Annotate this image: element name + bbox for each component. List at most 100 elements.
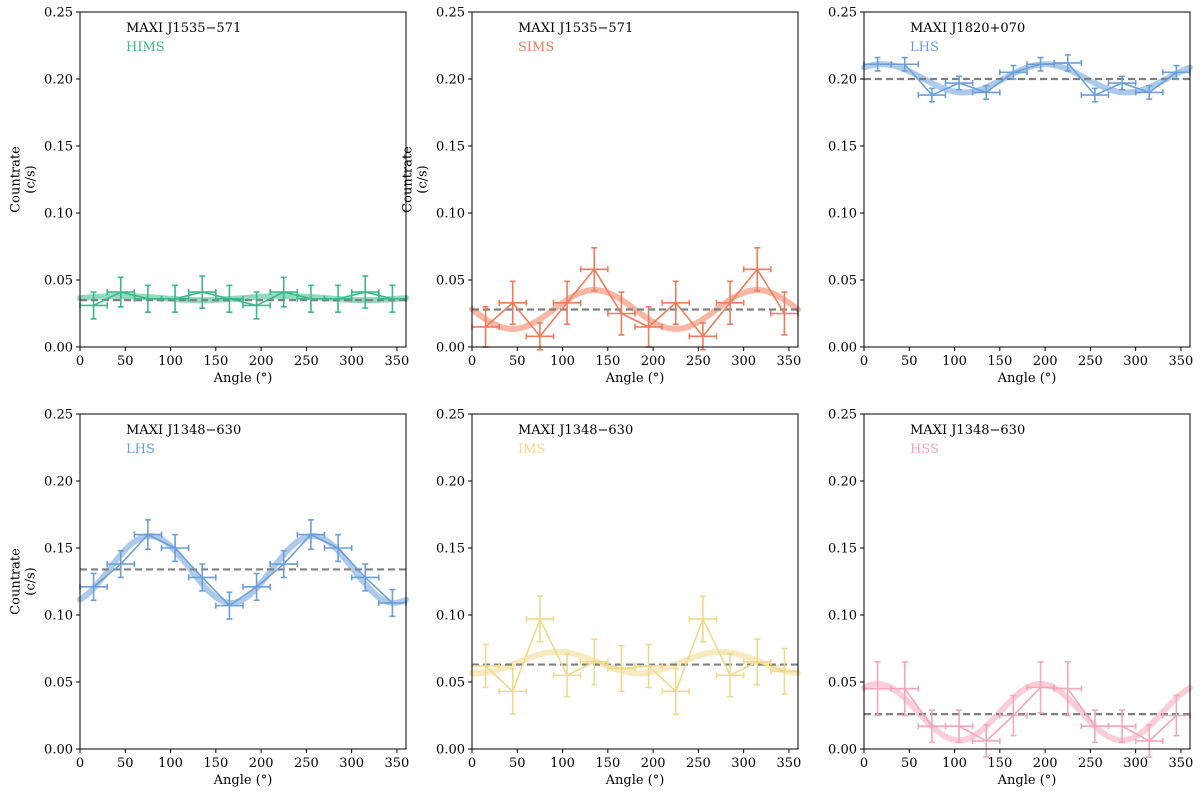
y-tick-label: 0.10 bbox=[44, 609, 73, 624]
y-tick-label: 0.15 bbox=[436, 140, 465, 155]
axes-frame bbox=[471, 11, 799, 348]
data-point bbox=[607, 645, 636, 693]
x-axis-label: Angle (°) bbox=[213, 371, 273, 386]
data-point bbox=[160, 284, 190, 313]
x-tick-label: 300 bbox=[339, 354, 364, 369]
source-label: MAXI J1348−630 bbox=[910, 423, 1025, 438]
data-point bbox=[1053, 54, 1083, 72]
x-tick-label: 250 bbox=[686, 756, 711, 771]
x-tick-label: 250 bbox=[686, 354, 711, 369]
data-point bbox=[160, 533, 190, 563]
data-point bbox=[715, 280, 745, 326]
x-tick-label: 0 bbox=[76, 354, 84, 369]
data-point bbox=[917, 709, 947, 744]
data-point bbox=[1162, 694, 1191, 737]
x-tick-label: 100 bbox=[158, 756, 183, 771]
x-tick-label: 300 bbox=[731, 354, 756, 369]
data-point bbox=[971, 724, 1001, 758]
y-tick-label: 0.15 bbox=[828, 140, 857, 155]
data-point bbox=[378, 588, 407, 618]
data-point bbox=[688, 322, 718, 351]
y-tick-label: 0.10 bbox=[436, 609, 465, 624]
x-tick-label: 300 bbox=[731, 756, 756, 771]
data-point bbox=[269, 276, 299, 308]
axes-frame bbox=[471, 413, 799, 750]
panel-5: 0 50 100 150 200 250 300 350 0.00 0.05 0.10 0.15 0.2… bbox=[436, 408, 801, 789]
x-tick-label: 150 bbox=[987, 756, 1012, 771]
x-tick-label: 200 bbox=[641, 756, 666, 771]
x-axis-label: Angle (°) bbox=[213, 773, 273, 788]
y-tick-label: 0.25 bbox=[828, 6, 857, 21]
x-tick-label: 350 bbox=[385, 756, 410, 771]
x-tick-label: 50 bbox=[117, 756, 134, 771]
data-point bbox=[999, 694, 1028, 737]
x-tick-label: 50 bbox=[509, 756, 526, 771]
x-tick-label: 50 bbox=[901, 354, 918, 369]
x-tick-label: 50 bbox=[901, 756, 918, 771]
axes-frame bbox=[863, 413, 1191, 750]
data-point bbox=[770, 647, 799, 695]
data-point bbox=[661, 280, 691, 326]
x-tick-label: 300 bbox=[339, 756, 364, 771]
data-point bbox=[1053, 661, 1083, 717]
x-tick-label: 100 bbox=[158, 354, 183, 369]
y-axis-label-line1: Countrate bbox=[8, 548, 23, 615]
y-tick-label: 0.15 bbox=[44, 542, 73, 557]
data-point bbox=[999, 64, 1028, 80]
data-point bbox=[498, 667, 528, 715]
y-axis-label-line2: (c/s) bbox=[23, 567, 38, 595]
source-label: MAXI J1535−571 bbox=[126, 21, 241, 36]
x-tick-label: 0 bbox=[468, 756, 476, 771]
data-point bbox=[323, 284, 353, 313]
x-tick-label: 200 bbox=[249, 756, 274, 771]
x-tick-label: 200 bbox=[641, 354, 666, 369]
x-tick-label: 0 bbox=[468, 354, 476, 369]
y-tick-label: 0.00 bbox=[436, 743, 465, 758]
x-tick-label: 300 bbox=[1123, 354, 1148, 369]
model-curve bbox=[469, 287, 801, 332]
y-axis-label: Countrate(c/s) bbox=[8, 146, 38, 213]
data-point bbox=[215, 284, 244, 313]
panel-6: 0 50 100 150 200 250 300 350 0.00 0.05 0.10 0.15 0.2… bbox=[828, 408, 1193, 789]
source-label: MAXI J1348−630 bbox=[126, 423, 241, 438]
x-tick-label: 100 bbox=[942, 756, 967, 771]
x-tick-label: 200 bbox=[249, 354, 274, 369]
y-tick-label: 0.25 bbox=[828, 408, 857, 423]
y-tick-label: 0.20 bbox=[44, 475, 73, 490]
y-tick-label: 0.10 bbox=[436, 207, 465, 222]
x-tick-label: 250 bbox=[294, 354, 319, 369]
data-point bbox=[1107, 709, 1137, 744]
x-tick-label: 200 bbox=[1033, 354, 1058, 369]
x-tick-label: 0 bbox=[860, 354, 868, 369]
state-label: HSS bbox=[910, 442, 939, 457]
y-tick-label: 0.20 bbox=[828, 475, 857, 490]
data-point bbox=[715, 653, 745, 698]
data-point bbox=[552, 280, 582, 326]
data-point bbox=[742, 638, 772, 686]
y-tick-label: 0.15 bbox=[44, 140, 73, 155]
y-tick-label: 0.10 bbox=[828, 207, 857, 222]
data-point bbox=[350, 563, 380, 592]
y-tick-label: 0.00 bbox=[436, 341, 465, 356]
data-point bbox=[133, 519, 163, 551]
data-line bbox=[877, 686, 1177, 742]
data-point bbox=[1080, 87, 1110, 103]
data-line bbox=[93, 291, 393, 307]
data-point bbox=[1134, 84, 1164, 100]
source-label: MAXI J1535−571 bbox=[518, 21, 633, 36]
model-curve bbox=[469, 648, 801, 677]
state-label: LHS bbox=[126, 442, 155, 457]
x-tick-label: 250 bbox=[1078, 756, 1103, 771]
y-axis-label-line2: (c/s) bbox=[23, 165, 38, 193]
y-tick-label: 0.00 bbox=[828, 341, 857, 356]
data-point bbox=[296, 519, 326, 551]
x-tick-label: 250 bbox=[1078, 354, 1103, 369]
data-point bbox=[79, 572, 108, 602]
data-point bbox=[106, 276, 136, 308]
data-point bbox=[133, 284, 163, 313]
x-axis-label: Angle (°) bbox=[605, 773, 665, 788]
x-axis-label: Angle (°) bbox=[997, 773, 1057, 788]
data-point bbox=[607, 291, 636, 336]
x-tick-label: 50 bbox=[509, 354, 526, 369]
